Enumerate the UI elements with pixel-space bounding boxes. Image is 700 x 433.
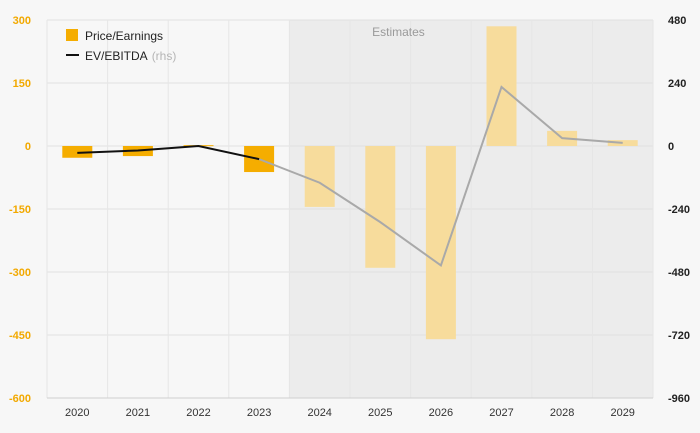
ev-ebitda-line: [77, 85, 623, 268]
left-tick-label: 150: [13, 78, 31, 90]
legend-label-ev-suffix: (rhs): [152, 49, 177, 63]
legend-label-pe: Price/Earnings: [85, 29, 163, 43]
right-tick-label: -240: [668, 204, 690, 216]
bar: [607, 140, 638, 146]
grid-lines: [46, 19, 654, 399]
x-tick-label: 2026: [429, 407, 453, 419]
left-tick-label: -300: [9, 267, 31, 279]
legend-label-ev: EV/EBITDA (rhs): [85, 49, 176, 63]
bar: [425, 146, 456, 340]
left-tick-label: -600: [9, 393, 31, 405]
x-tick-label: 2028: [550, 407, 574, 419]
legend-label-ev-name: EV/EBITDA: [85, 49, 148, 63]
legend-swatch-pe: [66, 29, 78, 41]
x-tick-label: 2022: [186, 407, 210, 419]
x-axis: 2020 2021 2022 2023 2024 2025 2026 2027 2028 2029: [65, 407, 635, 419]
right-tick-label: -480: [668, 267, 690, 279]
line-actual-segment: [77, 144, 260, 161]
legend: Price/Earnings EV/EBITDA (rhs): [66, 29, 176, 63]
right-tick-label: 480: [668, 15, 686, 27]
right-y-axis: 480 240 0 -240 -480 -720 -960: [668, 15, 690, 405]
right-tick-label: 240: [668, 78, 686, 90]
x-tick-label: 2029: [610, 407, 634, 419]
bar: [304, 146, 335, 207]
bar: [365, 146, 396, 268]
left-tick-label: -450: [9, 330, 31, 342]
x-tick-label: 2023: [247, 407, 271, 419]
right-tick-label: 0: [668, 141, 674, 153]
left-y-axis: 300 150 0 -150 -300 -450 -600: [9, 15, 31, 405]
right-tick-label: -960: [668, 393, 690, 405]
x-tick-label: 2027: [489, 407, 513, 419]
right-tick-label: -720: [668, 330, 690, 342]
line-estimate-segment: [258, 85, 623, 268]
x-tick-label: 2021: [126, 407, 150, 419]
estimates-label: Estimates: [372, 25, 425, 39]
x-tick-label: 2025: [368, 407, 392, 419]
left-tick-label: 300: [13, 15, 31, 27]
x-tick-label: 2024: [307, 407, 331, 419]
x-tick-label: 2020: [65, 407, 89, 419]
left-tick-label: 0: [25, 141, 31, 153]
left-tick-label: -150: [9, 204, 31, 216]
